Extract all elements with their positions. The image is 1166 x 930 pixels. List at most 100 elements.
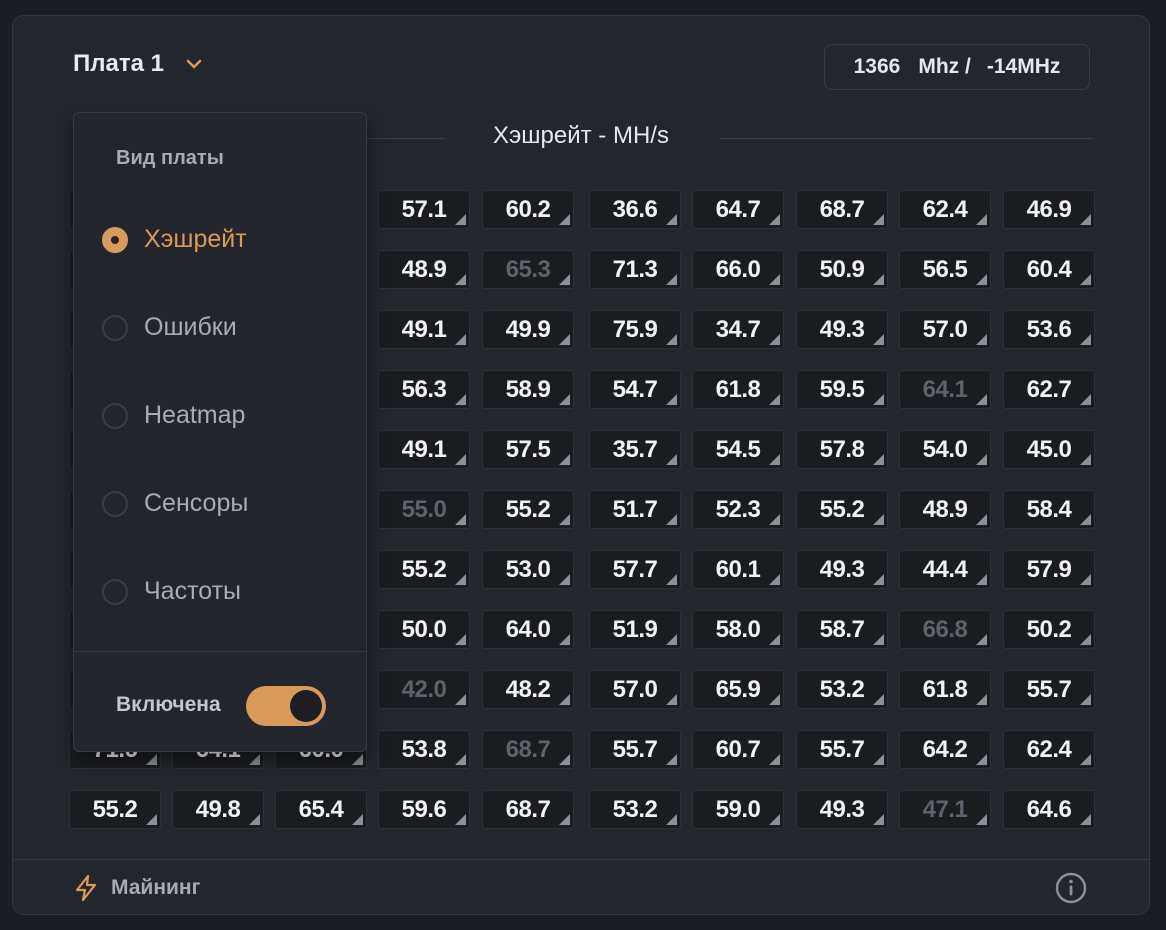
hashrate-cell[interactable]: 44.4: [899, 550, 991, 589]
hashrate-cell[interactable]: 64.6: [1003, 790, 1095, 829]
hashrate-cell[interactable]: 55.2: [378, 550, 470, 589]
hashrate-cell[interactable]: 61.8: [692, 370, 784, 409]
hashrate-cell[interactable]: 56.3: [378, 370, 470, 409]
hashrate-cell[interactable]: 51.7: [589, 490, 681, 529]
hashrate-cell[interactable]: 58.7: [796, 610, 888, 649]
hashrate-cell[interactable]: 75.9: [589, 310, 681, 349]
hashrate-cell[interactable]: 50.9: [796, 250, 888, 289]
hashrate-cell[interactable]: 49.1: [378, 310, 470, 349]
hashrate-cell[interactable]: 52.3: [692, 490, 784, 529]
hashrate-cell[interactable]: 53.8: [378, 730, 470, 769]
hashrate-cell[interactable]: 34.7: [692, 310, 784, 349]
hashrate-cell[interactable]: 58.0: [692, 610, 784, 649]
option-frequencies[interactable]: Частоты: [102, 577, 241, 606]
radio-selected-icon[interactable]: [102, 226, 128, 253]
hashrate-cell[interactable]: 64.1: [899, 370, 991, 409]
enabled-toggle[interactable]: [246, 686, 326, 726]
hashrate-cell[interactable]: 55.2: [69, 790, 161, 829]
option-sensors[interactable]: Сенсоры: [102, 489, 248, 518]
hashrate-cell[interactable]: 62.4: [899, 190, 991, 229]
hashrate-cell[interactable]: 55.7: [796, 730, 888, 769]
hashrate-cell[interactable]: 59.6: [378, 790, 470, 829]
toggle-knob: [290, 690, 322, 722]
hashrate-cell[interactable]: 45.0: [1003, 430, 1095, 469]
option-hashrate[interactable]: Хэшрейт: [102, 225, 247, 254]
hashrate-cell[interactable]: 64.2: [899, 730, 991, 769]
hashrate-cell[interactable]: 55.7: [589, 730, 681, 769]
board-panel: Плата 1 1366 Mhz / -14MHz Хэшрейт - MH/s…: [12, 15, 1150, 915]
hashrate-cell[interactable]: 57.1: [378, 190, 470, 229]
hashrate-cell[interactable]: 49.3: [796, 310, 888, 349]
hashrate-cell[interactable]: 60.1: [692, 550, 784, 589]
hashrate-cell[interactable]: 57.9: [1003, 550, 1095, 589]
board-selector[interactable]: Плата 1: [73, 50, 204, 78]
hashrate-cell[interactable]: 62.7: [1003, 370, 1095, 409]
hashrate-cell[interactable]: 55.0: [378, 490, 470, 529]
radio-icon[interactable]: [102, 578, 128, 605]
hashrate-cell[interactable]: 53.0: [482, 550, 574, 589]
hashrate-cell[interactable]: 62.4: [1003, 730, 1095, 769]
hashrate-cell[interactable]: 55.2: [796, 490, 888, 529]
hashrate-cell[interactable]: 49.1: [378, 430, 470, 469]
hashrate-cell[interactable]: 68.7: [796, 190, 888, 229]
hashrate-cell[interactable]: 58.4: [1003, 490, 1095, 529]
option-heatmap[interactable]: Heatmap: [102, 401, 245, 430]
radio-icon[interactable]: [102, 490, 128, 517]
hashrate-cell[interactable]: 47.1: [899, 790, 991, 829]
hashrate-cell[interactable]: 60.4: [1003, 250, 1095, 289]
hashrate-cell[interactable]: 50.2: [1003, 610, 1095, 649]
hashrate-cell[interactable]: 56.5: [899, 250, 991, 289]
board-view-dropdown: Вид платы Хэшрейт Ошибки Heatmap Сенсоры…: [73, 112, 367, 752]
hashrate-cell[interactable]: 68.7: [482, 790, 574, 829]
hashrate-cell[interactable]: 57.5: [482, 430, 574, 469]
hashrate-cell[interactable]: 54.0: [899, 430, 991, 469]
hashrate-cell[interactable]: 49.3: [796, 790, 888, 829]
hashrate-cell[interactable]: 35.7: [589, 430, 681, 469]
hashrate-cell[interactable]: 55.7: [1003, 670, 1095, 709]
hashrate-cell[interactable]: 68.7: [482, 730, 574, 769]
hashrate-cell[interactable]: 66.0: [692, 250, 784, 289]
hashrate-cell[interactable]: 49.3: [796, 550, 888, 589]
hashrate-cell[interactable]: 48.9: [378, 250, 470, 289]
hashrate-cell[interactable]: 57.7: [589, 550, 681, 589]
hashrate-cell[interactable]: 42.0: [378, 670, 470, 709]
radio-icon[interactable]: [102, 314, 128, 341]
hashrate-cell[interactable]: 50.0: [378, 610, 470, 649]
hashrate-cell[interactable]: 60.7: [692, 730, 784, 769]
hashrate-cell[interactable]: 60.2: [482, 190, 574, 229]
hashrate-cell[interactable]: 59.0: [692, 790, 784, 829]
hashrate-cell[interactable]: 36.6: [589, 190, 681, 229]
hashrate-cell[interactable]: 54.7: [589, 370, 681, 409]
radio-icon[interactable]: [102, 402, 128, 429]
hashrate-cell[interactable]: 57.8: [796, 430, 888, 469]
hashrate-cell[interactable]: 71.3: [589, 250, 681, 289]
hashrate-cell[interactable]: 65.4: [275, 790, 367, 829]
hashrate-cell[interactable]: 59.5: [796, 370, 888, 409]
hashrate-cell[interactable]: 57.0: [589, 670, 681, 709]
hashrate-cell[interactable]: 49.8: [172, 790, 264, 829]
hashrate-cell[interactable]: 46.9: [1003, 190, 1095, 229]
hashrate-cell[interactable]: 54.5: [692, 430, 784, 469]
hashrate-cell[interactable]: 53.2: [589, 790, 681, 829]
hashrate-cell[interactable]: 58.9: [482, 370, 574, 409]
hashrate-cell[interactable]: 64.7: [692, 190, 784, 229]
hashrate-cell[interactable]: 57.0: [899, 310, 991, 349]
info-icon[interactable]: [1055, 872, 1087, 904]
option-errors[interactable]: Ошибки: [102, 313, 237, 342]
hashrate-cell[interactable]: 55.2: [482, 490, 574, 529]
hashrate-cell[interactable]: 53.2: [796, 670, 888, 709]
hashrate-cell[interactable]: 53.6: [1003, 310, 1095, 349]
option-label: Сенсоры: [144, 489, 249, 517]
hashrate-cell[interactable]: 48.2: [482, 670, 574, 709]
hashrate-cell[interactable]: 49.9: [482, 310, 574, 349]
hashrate-cell[interactable]: 51.9: [589, 610, 681, 649]
hashrate-cell[interactable]: 64.0: [482, 610, 574, 649]
hashrate-cell[interactable]: 65.3: [482, 250, 574, 289]
dropdown-heading: Вид платы: [116, 147, 224, 169]
title-divider-right: [719, 138, 1093, 139]
hashrate-cell[interactable]: 65.9: [692, 670, 784, 709]
hashrate-cell[interactable]: 48.9: [899, 490, 991, 529]
frequency-display: 1366 Mhz / -14MHz: [824, 44, 1090, 90]
hashrate-cell[interactable]: 66.8: [899, 610, 991, 649]
hashrate-cell[interactable]: 61.8: [899, 670, 991, 709]
